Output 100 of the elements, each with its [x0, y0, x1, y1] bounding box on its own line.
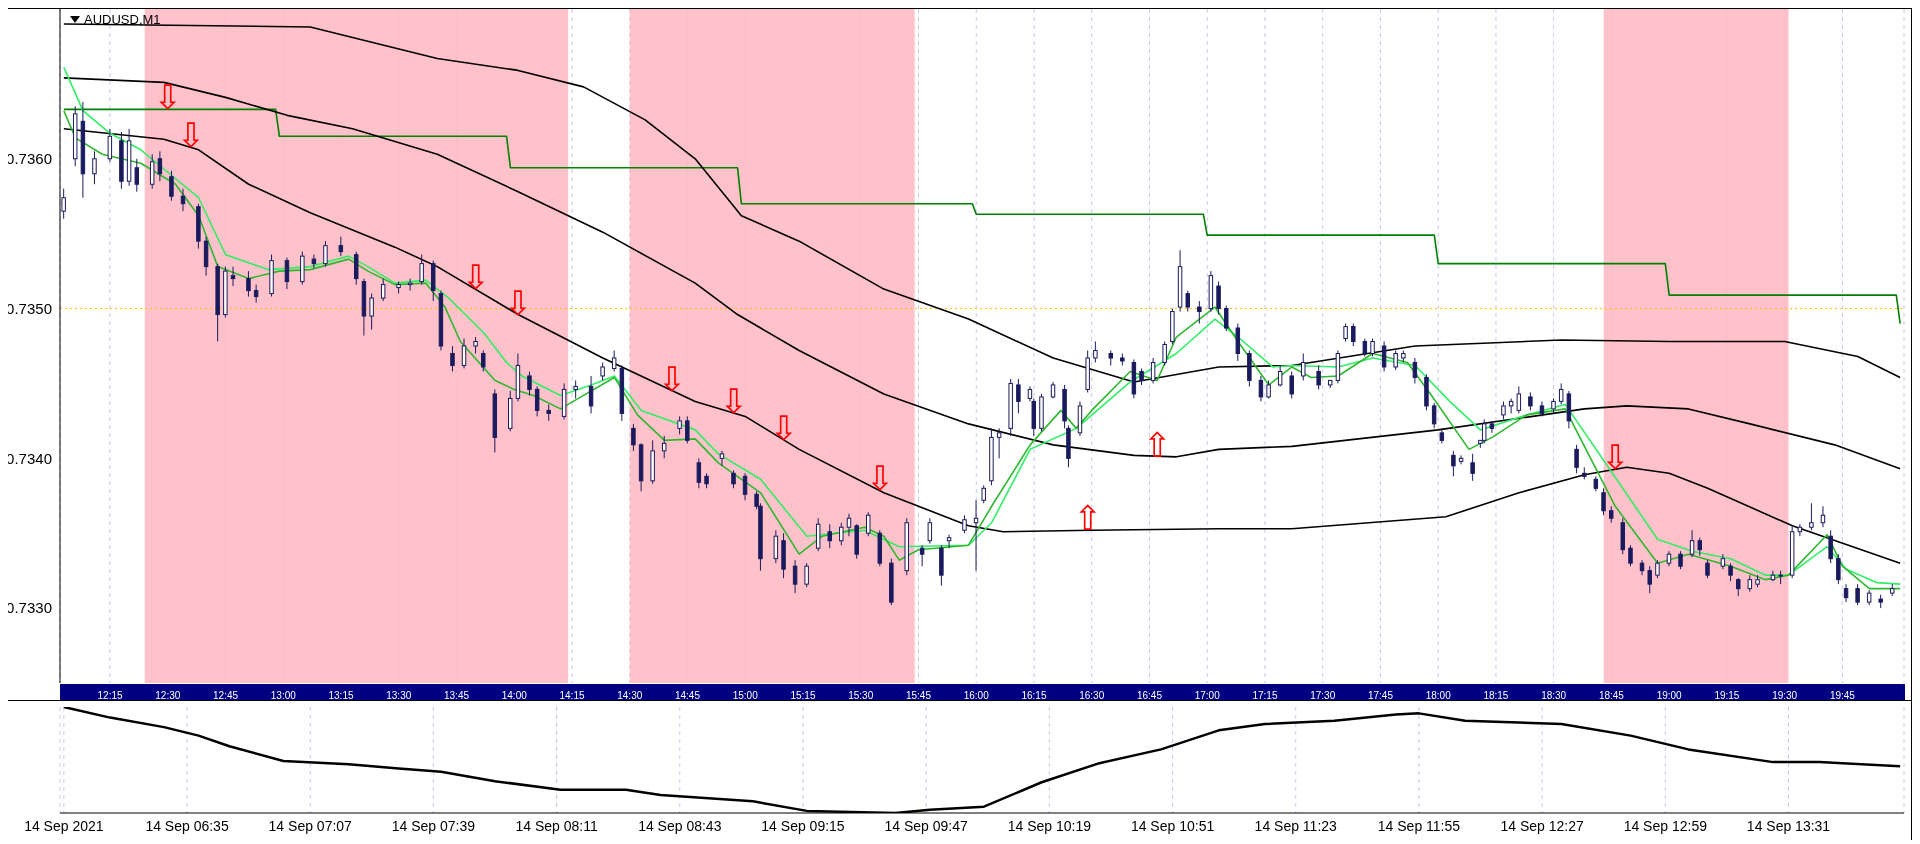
x-tick-label: 19:15 — [1714, 690, 1740, 701]
x-tick-label: 13:00 — [270, 690, 297, 701]
candlestick — [323, 240, 328, 268]
x-tick-label: 14 Sep 2021 — [24, 817, 104, 834]
x-tick-label: 14 Sep 09:47 — [884, 817, 969, 834]
candlestick — [134, 158, 140, 193]
candlestick — [338, 236, 344, 257]
candlestick — [611, 349, 617, 372]
annotation: ⇩ — [769, 408, 798, 449]
annotation: ⇩ — [461, 257, 491, 298]
x-tick-label: 18:30 — [1541, 690, 1567, 701]
candlestick — [157, 150, 163, 182]
candlestick — [1828, 529, 1833, 564]
x-tick-label: 18:00 — [1425, 690, 1452, 701]
x-tick-label: 16:15 — [1021, 690, 1047, 701]
candlestick — [230, 266, 236, 287]
x-tick-label: 17:30 — [1310, 690, 1336, 701]
candlestick — [1216, 281, 1221, 316]
candlestick — [149, 153, 155, 190]
candlestick — [804, 562, 809, 588]
candlestick — [1508, 397, 1514, 414]
candlestick — [369, 293, 374, 331]
annotation: ⇩ — [657, 358, 687, 399]
candlestick — [1647, 565, 1652, 594]
annotation: ⇩ — [1601, 436, 1630, 477]
x-tick-label: 16:00 — [963, 690, 990, 701]
candlestick — [169, 170, 174, 202]
candlestick — [839, 522, 844, 546]
candlestick — [311, 254, 317, 269]
candlestick — [631, 423, 636, 452]
candlestick — [696, 457, 702, 489]
x-tick-label: 18:45 — [1598, 690, 1625, 701]
x-tick-label: 14 Sep 07:07 — [268, 817, 353, 834]
x-tick-label: 17:15 — [1252, 690, 1278, 701]
candlestick — [1301, 352, 1306, 381]
candlestick — [107, 128, 113, 163]
x-tick-label: 16:45 — [1136, 690, 1163, 701]
candlestick — [1489, 420, 1495, 434]
x-tick-label: 17:00 — [1194, 690, 1221, 701]
x-tick-label: 19:45 — [1829, 690, 1856, 701]
candlestick — [773, 529, 779, 564]
x-tick-label: 13:45 — [444, 690, 470, 701]
x-tick-label: 12:45 — [213, 690, 239, 701]
candlestick — [1258, 375, 1264, 402]
x-tick-label: 14 Sep 10:19 — [1007, 817, 1092, 834]
candlestick — [253, 284, 259, 304]
x-tick-label: 14 Sep 13:31 — [1746, 817, 1831, 834]
x-tick-label: 14:15 — [559, 690, 585, 701]
candlestick — [284, 257, 290, 290]
candlestick — [1162, 341, 1167, 366]
candlestick — [588, 375, 594, 414]
candlestick — [380, 278, 386, 302]
candlestick — [946, 534, 952, 549]
x-tick-label: 19:30 — [1772, 690, 1798, 701]
line-series — [63, 108, 1901, 325]
x-tick-label: 14 Sep 06:35 — [145, 817, 229, 834]
candlestick — [1431, 402, 1437, 429]
x-tick-label: 14 Sep 08:11 — [515, 817, 598, 834]
x-tick-label: 14:30 — [617, 690, 643, 701]
candlestick — [1470, 453, 1475, 482]
candlestick — [1836, 553, 1841, 585]
candlestick — [815, 517, 821, 552]
candlestick — [527, 370, 532, 396]
candlestick — [450, 345, 455, 372]
annotation: ⇩ — [719, 381, 748, 422]
candlestick — [919, 544, 925, 567]
candlestick — [846, 513, 852, 537]
x-tick-label: 14 Sep 12:27 — [1500, 817, 1584, 834]
x-tick-label: 15:00 — [732, 690, 759, 701]
candlestick — [1689, 529, 1695, 558]
candlestick — [1093, 341, 1098, 363]
candlestick — [1185, 290, 1190, 313]
candlestick — [246, 270, 251, 298]
candlestick — [1412, 357, 1418, 384]
candlestick — [461, 338, 467, 369]
x-tick-label: 14 Sep 12:59 — [1623, 817, 1708, 834]
candlestick — [1809, 502, 1814, 531]
candlestick — [481, 349, 486, 372]
candlestick — [1855, 583, 1860, 606]
x-tick-label: 18:15 — [1483, 690, 1509, 701]
candlestick — [1381, 341, 1387, 372]
candlestick — [407, 278, 413, 292]
candlestick — [1197, 300, 1202, 325]
x-tick-label: 14 Sep 07:39 — [391, 817, 476, 834]
candlestick — [1351, 323, 1356, 347]
x-tick-label: 19:00 — [1656, 690, 1683, 701]
candlestick — [996, 427, 1002, 459]
x-tick-label: 12:30 — [155, 690, 181, 701]
candlestick — [742, 472, 748, 501]
annotation: ⇧ — [1073, 498, 1103, 539]
x-tick-label: 14:45 — [674, 690, 701, 701]
annotation: ⇧ — [1142, 424, 1172, 465]
candlestick — [827, 523, 832, 549]
candlestick — [1150, 357, 1156, 384]
x-tick-label: 15:45 — [905, 690, 932, 701]
candlestick — [61, 188, 66, 220]
x-tick-label: 16:30 — [1079, 690, 1105, 701]
candlestick — [419, 254, 424, 286]
candlestick — [92, 150, 97, 185]
candlestick — [1458, 454, 1464, 465]
